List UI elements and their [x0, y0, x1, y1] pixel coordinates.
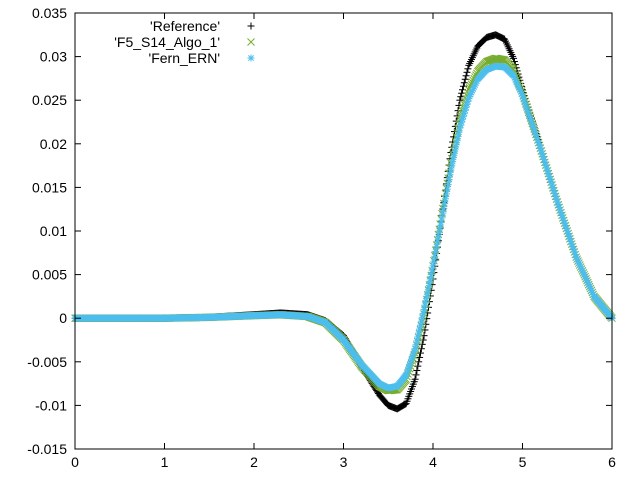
y-tick-label: 0.02: [40, 136, 67, 152]
legend-marker: [247, 22, 255, 30]
data-point: [425, 279, 433, 287]
data-point: [401, 400, 409, 408]
data-point: [444, 180, 452, 188]
x-tick-label: 3: [340, 454, 348, 470]
data-point: [423, 292, 431, 300]
x-tick-label: 1: [161, 454, 169, 470]
data-point: [435, 228, 443, 236]
data-point: [457, 93, 465, 101]
data-point: [438, 214, 446, 222]
y-tick-label: 0.03: [40, 49, 67, 65]
data-point: [431, 252, 439, 260]
y-tick-label: -0.015: [27, 441, 67, 457]
data-point: [456, 96, 464, 104]
data-point: [427, 271, 435, 279]
y-tick-label: 0.015: [32, 179, 67, 195]
data-point: [446, 171, 454, 179]
data-point: [561, 222, 569, 230]
y-tick-label: 0.035: [32, 5, 67, 21]
data-point: [412, 371, 420, 379]
data-point: [433, 238, 441, 246]
data-point: [447, 166, 455, 174]
data-point: [439, 209, 447, 217]
data-point: [429, 262, 437, 270]
data-point: [411, 375, 419, 383]
data-point: [422, 320, 430, 328]
y-tick-label: -0.005: [27, 354, 67, 370]
data-point: [460, 79, 468, 87]
y-tick-label: 0.025: [32, 92, 67, 108]
data-point: [441, 200, 449, 208]
data-point: [414, 362, 422, 370]
data-point: [426, 275, 434, 283]
legend-label: 'Fern_ERN': [149, 50, 220, 66]
x-tick-label: 5: [519, 454, 527, 470]
legend-entry: 'Reference': [150, 18, 255, 34]
data-point: [425, 284, 433, 292]
x-tick-label: 2: [250, 454, 258, 470]
data-point: [437, 219, 445, 227]
data-point: [432, 247, 440, 255]
data-point: [416, 349, 424, 357]
data-point: [525, 110, 533, 118]
x-tick-label: 4: [429, 454, 437, 470]
data-point: [443, 185, 451, 193]
y-tick-label: -0.01: [35, 397, 67, 413]
data-point: [445, 176, 453, 184]
ticks-layer: 0 1 2 3 4 5 6 -0.015 -0.01 -0.005 0 0.005 0.01 0.015 0…: [27, 5, 616, 470]
data-point: [442, 195, 450, 203]
data-point: [448, 162, 456, 170]
data-point: [434, 233, 442, 241]
series-layer: [71, 31, 616, 413]
legend-marker: [247, 54, 255, 62]
data-point: [422, 297, 430, 305]
y-tick-label: 0: [59, 310, 67, 326]
x-tick-label: 6: [608, 454, 616, 470]
data-point: [440, 204, 448, 212]
series-3: [71, 62, 616, 392]
legend-marker: [247, 38, 255, 46]
series-1: [71, 31, 616, 413]
data-point: [463, 68, 471, 76]
legend-label: 'F5_S14_Algo_1': [114, 34, 220, 50]
data-point: [416, 353, 424, 361]
legend-entry: 'Fern_ERN': [149, 50, 255, 66]
data-point: [464, 65, 472, 73]
data-point: [418, 340, 426, 348]
legend-label: 'Reference': [150, 18, 220, 34]
x-tick-label: 0: [71, 454, 79, 470]
data-point: [436, 224, 444, 232]
legend-entry: 'F5_S14_Algo_1': [114, 34, 255, 50]
data-point: [510, 54, 518, 62]
plot-frame: [74, 12, 613, 450]
data-point: [449, 158, 457, 166]
legend: 'Reference''F5_S14_Algo_1''Fern_ERN': [114, 18, 255, 66]
data-point: [428, 266, 436, 274]
data-point: [462, 72, 470, 80]
data-point: [461, 75, 469, 83]
y-tick-label: 0.01: [40, 223, 67, 239]
data-point: [424, 288, 432, 296]
data-point: [413, 367, 421, 375]
data-point: [421, 301, 429, 309]
data-point: [417, 345, 425, 353]
data-point: [420, 305, 428, 313]
data-point: [442, 190, 450, 198]
data-point: [430, 257, 438, 265]
y-tick-label: 0.005: [32, 267, 67, 283]
data-point: [433, 243, 441, 251]
